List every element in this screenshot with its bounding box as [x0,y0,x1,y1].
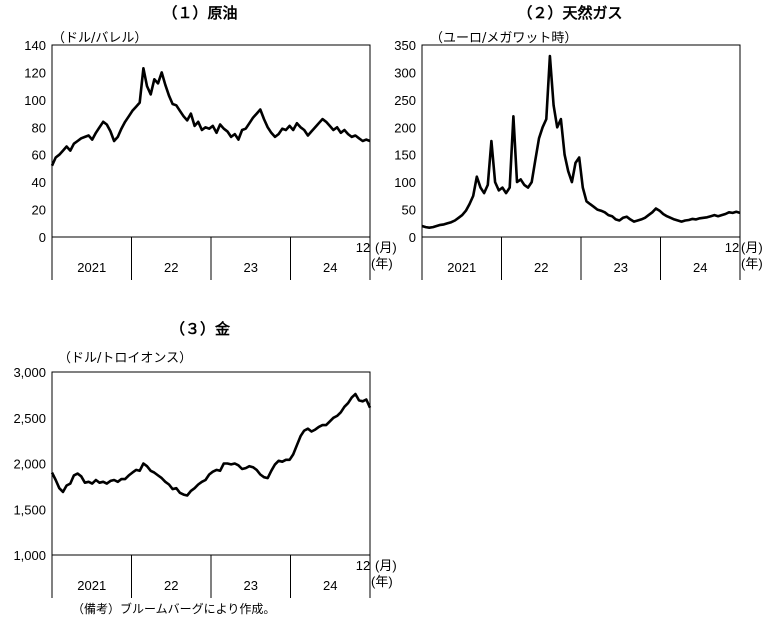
y-axis-unit: （ドル/バレル） [52,31,147,46]
year-label: 2021 [447,260,476,275]
y-tick-label: 200 [394,120,416,135]
series-line [421,54,741,229]
source-note: （備考）ブルームバーグにより作成。 [72,601,275,616]
y-tick-label: 60 [32,148,46,163]
month-unit: (月) [375,240,397,255]
year-unit: (年) [371,574,393,589]
y-tick-label: 40 [32,175,46,190]
y-tick-labels: 1,000 1,500 2,000 2,500 3,000 [13,365,46,563]
plot-area [50,44,371,280]
chart-title: （２）天然ガス [517,4,622,22]
month-label: 12 [356,240,370,255]
y-tick-label: 100 [24,93,46,108]
year-labels: 2021 22 23 24 [77,578,337,593]
month-unit: (月) [741,240,763,255]
y-tick-label: 100 [394,175,416,190]
chart-title: （１）原油 [162,4,237,22]
year-unit: (年) [741,256,763,271]
y-tick-label: 150 [394,148,416,163]
y-tick-label: 140 [24,38,46,53]
year-label: 24 [323,578,337,593]
plot-area [50,371,372,598]
y-tick-labels: 0 20 40 60 80 100 120 140 [24,38,46,245]
y-tick-label: 2,500 [13,411,46,426]
plot-frame [51,371,371,556]
year-label: 24 [693,260,707,275]
plot-frame [51,44,371,238]
y-tick-label: 1,500 [13,502,46,517]
chart-title: （３）金 [170,320,231,338]
year-label: 22 [164,260,178,275]
y-tick-label: 3,000 [13,365,46,380]
y-tick-label: 250 [394,93,416,108]
series-line [50,392,372,497]
series-line [50,67,371,167]
plot-frame [421,44,741,238]
month-unit: (月) [375,558,397,573]
y-tick-label: 120 [24,65,46,80]
y-axis-unit: （ドル/トロイオンス） [58,351,192,366]
month-label: 12 [356,558,370,573]
y-tick-label: 350 [394,38,416,53]
year-unit: (年) [371,256,393,271]
y-tick-label: 300 [394,65,416,80]
y-tick-label: 1,000 [13,548,46,563]
y-tick-label: 80 [32,120,46,135]
y-tick-label: 50 [402,203,416,218]
chart-gold: （３）金 （ドル/トロイオンス） 1,000 1,500 2,000 2,500 3,0… [13,320,397,598]
year-label: 2021 [77,260,106,275]
y-tick-label: 20 [32,203,46,218]
year-label: 2021 [77,578,106,593]
year-labels: 2021 22 23 24 [77,260,337,275]
y-tick-label: 2,000 [13,457,46,472]
year-label: 22 [164,578,178,593]
month-label: 12 [725,240,739,255]
year-label: 23 [614,260,628,275]
y-tick-label: 0 [409,230,416,245]
chart-natural-gas: （２）天然ガス （ユーロ/メガワット時） 0 50 100 150 200 250 300 3… [394,4,763,280]
year-label: 23 [244,260,258,275]
chart-crude-oil: （１）原油 （ドル/バレル） 0 20 40 60 80 100 120 140 2021 22… [24,4,397,280]
y-tick-labels: 0 50 100 150 200 250 300 350 [394,38,416,245]
year-label: 23 [244,578,258,593]
year-label: 24 [323,260,337,275]
year-label: 22 [534,260,548,275]
plot-area [421,44,741,280]
year-labels: 2021 22 23 24 [447,260,707,275]
y-axis-unit: （ユーロ/メガワット時） [430,31,577,46]
y-tick-label: 0 [39,230,46,245]
